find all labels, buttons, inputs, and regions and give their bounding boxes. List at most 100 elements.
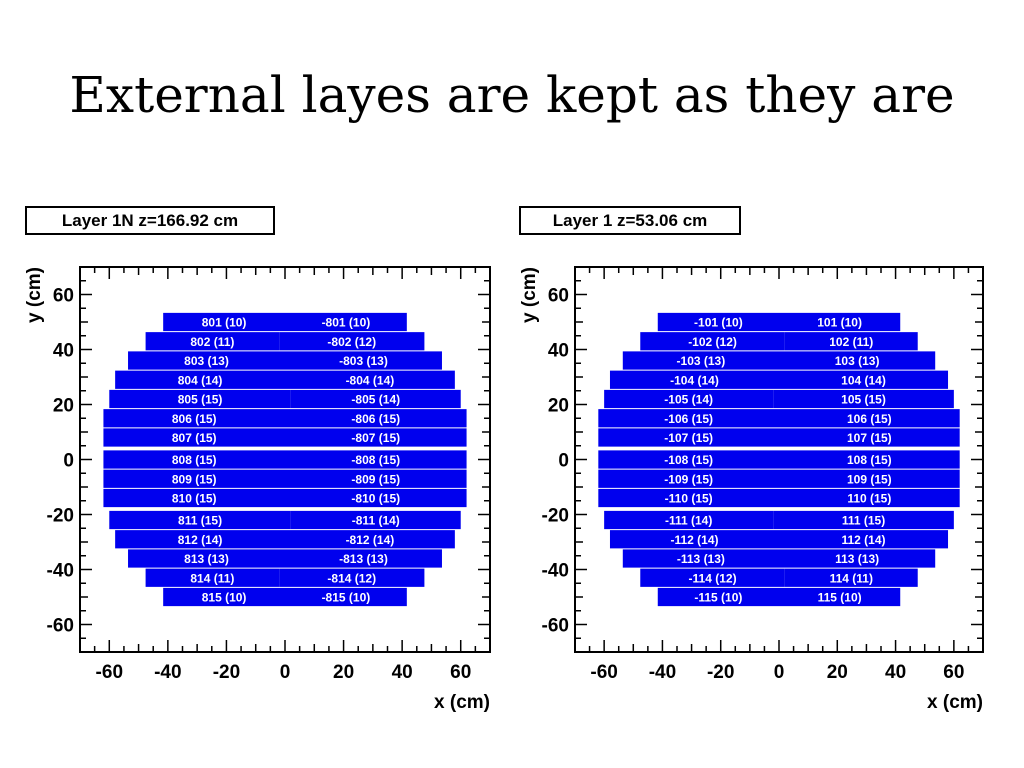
chart2-bar-label-right: 111 (15) xyxy=(842,514,885,528)
chart1-bar-left xyxy=(128,351,285,370)
chart1-bar-label-right: -810 (15) xyxy=(351,492,400,506)
chart2-bar-right xyxy=(779,409,960,428)
chart2-bar-label-left: -106 (15) xyxy=(664,412,713,426)
chart1-bar-right xyxy=(285,469,467,488)
chart1-bar-right xyxy=(285,450,467,469)
chart1-bar-label-right: -805 (14) xyxy=(351,393,400,407)
chart2-bar-left xyxy=(609,370,779,389)
chart1-x-tick-label: -60 xyxy=(96,662,123,683)
chart2-bar-label-left: -113 (13) xyxy=(677,552,725,566)
chart2-bar-left xyxy=(657,312,779,332)
chart2-bar-label-right: 103 (13) xyxy=(835,354,880,368)
chart2-y-tick-label: -40 xyxy=(542,561,569,582)
chart2-x-tick-label: 0 xyxy=(774,662,785,683)
chart2-bar-label-left: -103 (13) xyxy=(677,354,726,368)
chart2-title: Layer 1 z=53.06 cm xyxy=(553,211,708,230)
chart2-x-tick-label: -60 xyxy=(590,662,617,683)
chart2-bar-right xyxy=(779,530,949,549)
chart1-bar-right xyxy=(285,549,442,568)
chart2-y-tick-label: 0 xyxy=(558,451,569,472)
chart1-bar-right xyxy=(285,530,455,549)
chart2-bar-left xyxy=(598,409,779,428)
chart1-bar-label-right: -807 (15) xyxy=(351,431,400,445)
chart1-bar-label-right: -806 (15) xyxy=(351,412,400,426)
chart1-bar-label-left: 803 (13) xyxy=(184,354,229,368)
chart1-bar-label-right: -814 (12) xyxy=(327,571,376,585)
chart2-bar-label-left: -110 (15) xyxy=(665,492,713,506)
chart1-y-axis-label: y (cm) xyxy=(24,267,45,323)
chart1-y-tick-label: 40 xyxy=(53,341,74,362)
chart2-y-tick-label: 60 xyxy=(548,286,569,307)
chart1-bar-label-right: -812 (14) xyxy=(346,533,395,547)
chart1-bar-right xyxy=(285,351,442,370)
chart2-bar-label-right: 113 (13) xyxy=(835,552,879,566)
chart2-bar-left xyxy=(622,351,779,370)
chart1-bar-right xyxy=(290,510,461,530)
chart1-bar-label-left: 809 (15) xyxy=(172,472,217,486)
chart2-bar-label-left: -114 (12) xyxy=(689,571,737,585)
chart2-bar-label-left: -111 (14) xyxy=(665,514,712,528)
chart2-bar-right xyxy=(779,587,901,607)
chart1-bar-label-left: 804 (14) xyxy=(178,373,223,387)
chart2-bar-label-right: 102 (11) xyxy=(829,335,873,349)
chart2-y-tick-label: 40 xyxy=(548,341,569,362)
chart2-bar-left xyxy=(598,469,779,488)
chart1-y-tick-label: 60 xyxy=(53,286,74,307)
chart1-bar-left xyxy=(103,450,285,469)
chart2-bar-left xyxy=(598,428,779,447)
chart1-bar-right xyxy=(285,409,467,428)
chart1-bar-right xyxy=(285,587,407,607)
chart2-bar-left xyxy=(604,510,774,530)
chart2-bar-label-right: 112 (14) xyxy=(841,533,885,547)
chart1-bar-left xyxy=(128,549,285,568)
chart2-bar-right xyxy=(784,568,918,587)
chart1-title: Layer 1N z=166.92 cm xyxy=(62,211,238,230)
chart2-bar-label-right: 101 (10) xyxy=(817,316,862,330)
chart2-bar-label-right: 104 (14) xyxy=(841,373,886,387)
chart1-bar-left xyxy=(163,312,285,332)
chart2-bar-label-left: -108 (15) xyxy=(664,453,713,467)
chart2-x-axis-label: x (cm) xyxy=(927,692,983,713)
chart1-bar-right xyxy=(279,568,425,587)
chart2-x-tick-label: 60 xyxy=(943,662,964,683)
chart1-bar-label-left: 810 (15) xyxy=(172,492,217,506)
chart2-bar-label-left: -102 (12) xyxy=(688,335,737,349)
chart1-bar-left xyxy=(103,469,285,488)
chart2-bar-label-left: -105 (14) xyxy=(664,393,713,407)
chart2-bar-label-right: 106 (15) xyxy=(847,412,892,426)
chart2-bar-label-left: -112 (14) xyxy=(670,533,718,547)
chart1-x-tick-label: 20 xyxy=(333,662,354,683)
chart2-bar-right xyxy=(779,312,901,332)
chart2-bar-label-right: 115 (10) xyxy=(818,591,862,605)
chart1-bar-label-left: 801 (10) xyxy=(202,316,247,330)
chart1-bar-right xyxy=(285,370,455,389)
chart1-bar-left xyxy=(103,488,285,508)
chart1-bar-label-right: -808 (15) xyxy=(351,453,400,467)
chart1-bar-label-left: 808 (15) xyxy=(172,453,217,467)
chart2-y-tick-label: -20 xyxy=(542,506,569,527)
chart2-bar-right xyxy=(784,332,918,351)
chart2-bar-label-right: 110 (15) xyxy=(847,492,891,506)
chart2-bar-label-left: -101 (10) xyxy=(694,316,743,330)
chart1-x-axis-label: x (cm) xyxy=(434,692,490,713)
chart1-bar-right xyxy=(285,488,467,508)
chart1-bar-left xyxy=(163,587,285,607)
chart2-x-tick-label: -20 xyxy=(707,662,734,683)
chart1-bar-label-left: 802 (11) xyxy=(190,335,234,349)
slide-title: External layes are kept as they are xyxy=(69,66,955,124)
chart1-bar-label-right: -802 (12) xyxy=(327,335,376,349)
chart2-bar-left xyxy=(604,389,774,409)
chart1-bar-right xyxy=(290,389,461,409)
chart1-y-tick-label: -60 xyxy=(47,616,74,637)
chart2-bar-left xyxy=(598,488,779,508)
chart1-bar-label-left: 806 (15) xyxy=(172,412,217,426)
chart2-bar-right xyxy=(779,469,960,488)
chart1-bar-label-right: -813 (13) xyxy=(339,552,388,566)
chart1-x-tick-label: 0 xyxy=(280,662,291,683)
chart2-x-tick-label: 40 xyxy=(885,662,906,683)
chart1-bar-label-right: -815 (10) xyxy=(322,591,371,605)
chart1-bar-left xyxy=(115,370,286,389)
chart2-bar-label-right: 107 (15) xyxy=(847,431,892,445)
chart1-y-tick-label: 0 xyxy=(63,451,74,472)
